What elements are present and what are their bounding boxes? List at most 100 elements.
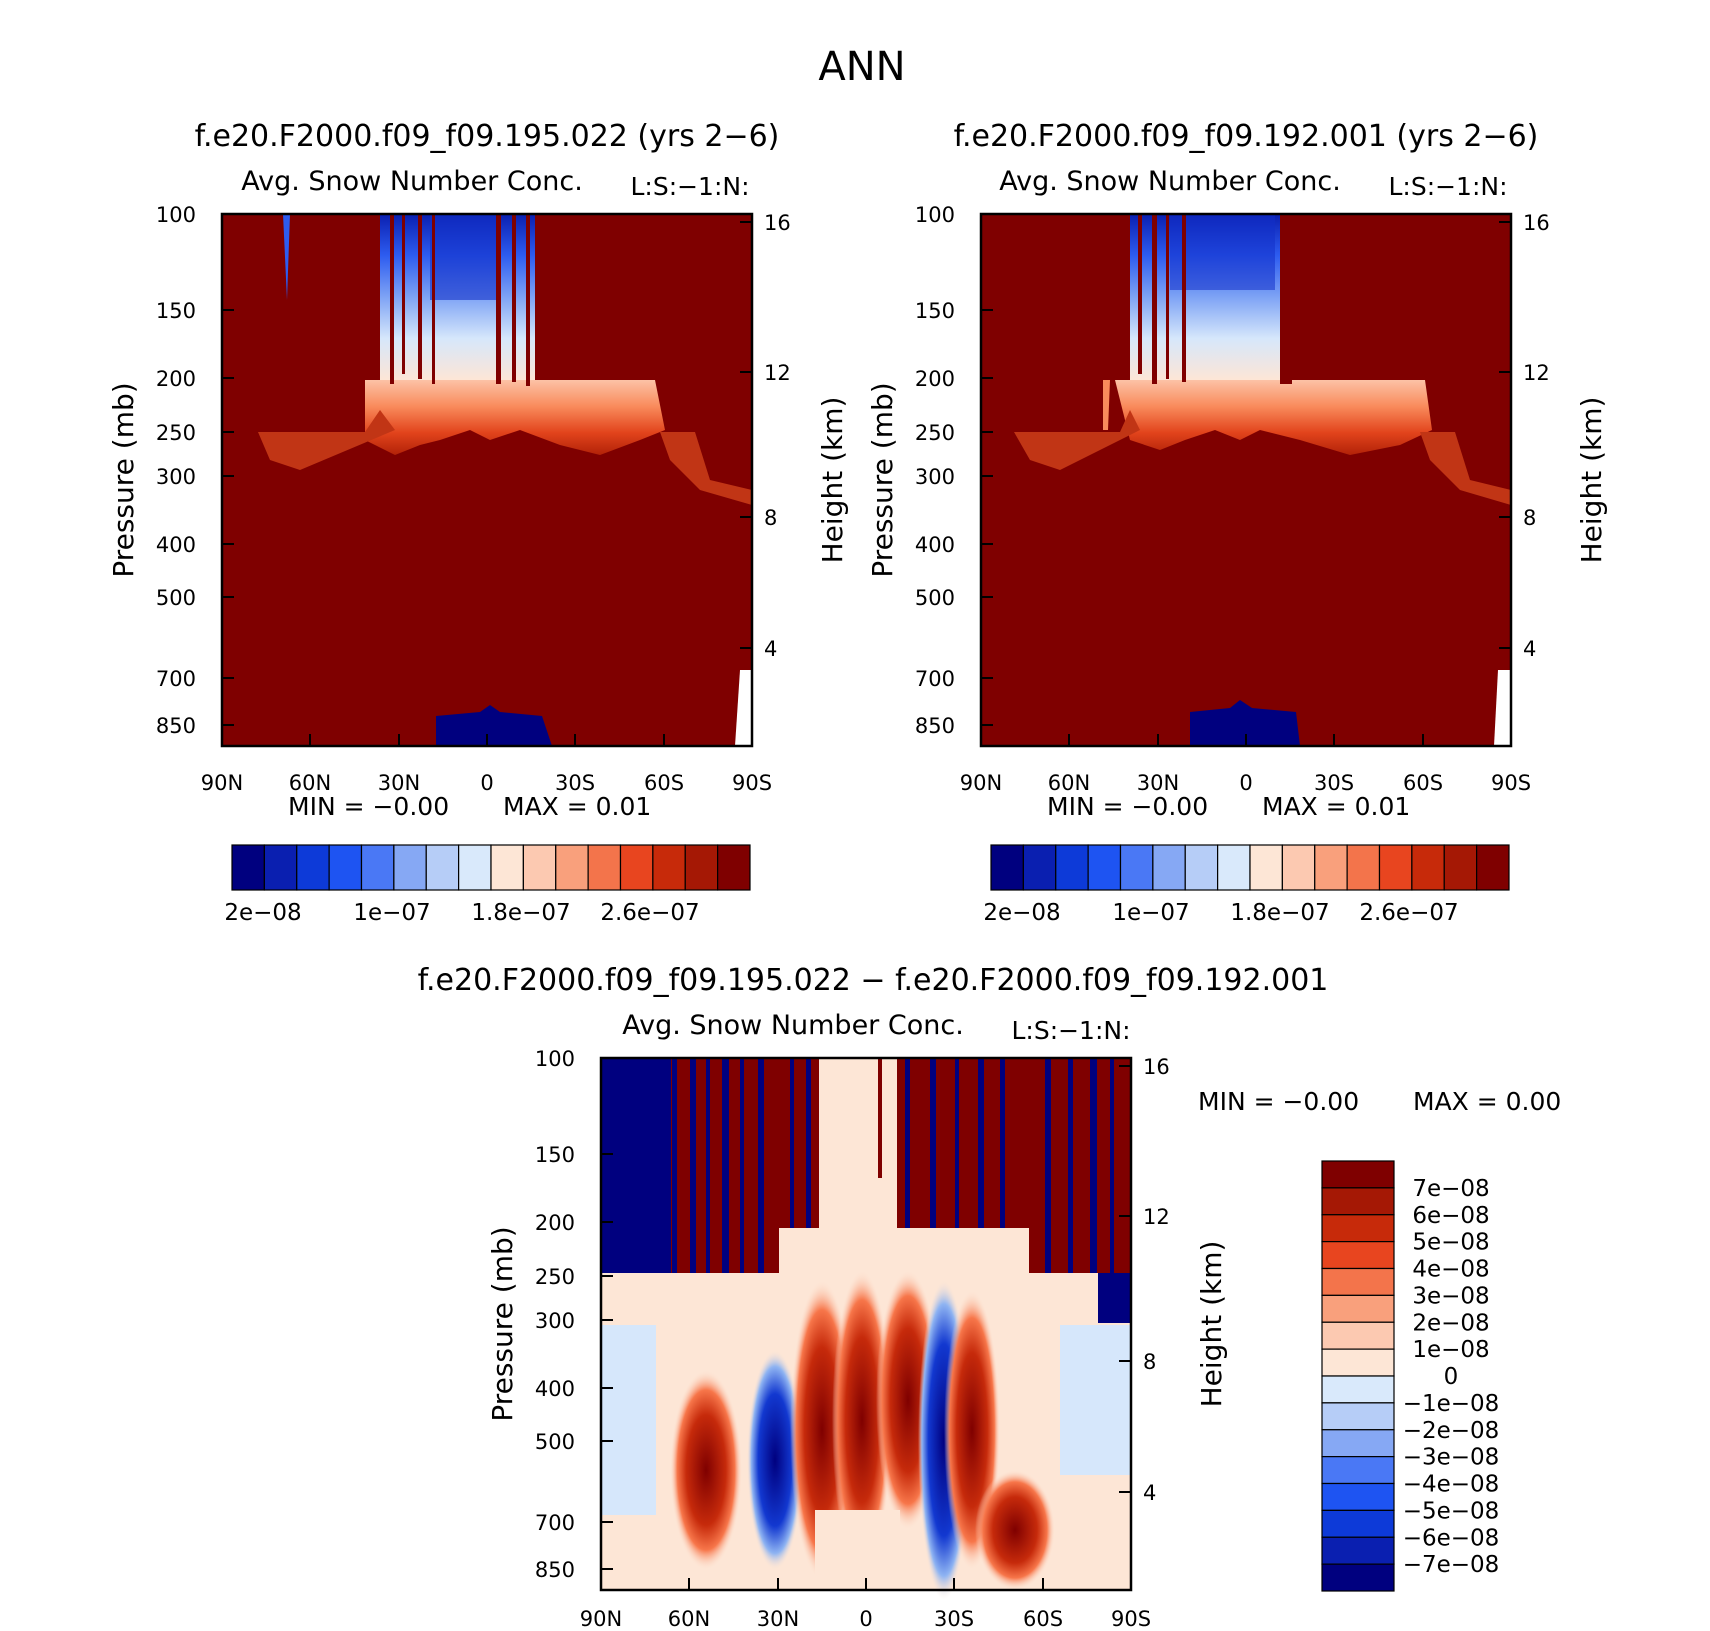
colorbar-boxes [990,844,1510,891]
panel-diff-colorbar: 7e−086e−085e−084e−083e−082e−081e−080−1e−… [1321,1160,1500,1592]
y-tick-label: 250 [535,1265,575,1289]
panel-left-contour-field [222,214,752,746]
colorbar-box [1321,1429,1395,1458]
panel-right-y2-label: Height (km) [1575,397,1608,564]
colorbar-box [1321,1214,1395,1243]
panel-diff-y2-ticks: 16 12 8 4 [1119,1055,1170,1505]
panel-diff: f.e20.F2000.f09_f09.195.022 − f.e20.F200… [418,963,1562,1631]
panel-right-y2-ticks: 16 12 8 4 [1499,211,1550,661]
colorbar-box [1346,844,1381,891]
y-tick-label: 500 [915,586,955,610]
y-tick-label: 400 [156,533,196,557]
panel-diff-contour-field [601,1058,1131,1600]
panel-left-y-label: Pressure (mb) [107,382,140,577]
y2-tick-label: 8 [764,506,777,530]
panel-diff-min: MIN = −0.00 [1198,1087,1359,1116]
colorbar-label: −6e−08 [1403,1525,1500,1551]
panel-right-colorbar: 2e−08 1e−07 1.8e−07 2.6e−07 [983,844,1510,926]
colorbar-box [1321,1375,1395,1404]
panel-right-max: MAX = 0.01 [1262,792,1410,821]
colorbar-box [1321,1348,1395,1377]
y2-tick-label: 8 [1523,506,1536,530]
colorbar-box [1321,1187,1395,1216]
x-tick-label: 0 [480,771,493,795]
colorbar-box [458,844,492,891]
colorbar-label: 1e−08 [1412,1337,1489,1363]
panel-diff-max: MAX = 0.00 [1413,1087,1561,1116]
y2-tick-label: 12 [1523,361,1550,385]
panel-right-case-title: f.e20.F2000.f09_f09.192.001 (yrs 2−6) [954,119,1539,154]
y-tick-label: 200 [535,1211,575,1235]
panel-right: f.e20.F2000.f09_f09.192.001 (yrs 2−6) Av… [866,119,1608,926]
x-tick-label: 60N [668,1607,710,1631]
colorbar-label: 2.6e−07 [600,900,699,926]
x-tick-label: 0 [1239,771,1252,795]
colorbar-box [1378,844,1413,891]
colorbar-label: 1e−07 [1112,900,1189,926]
x-tick-label: 30N [757,1607,799,1631]
y-tick-label: 400 [535,1377,575,1401]
y2-tick-label: 4 [764,637,777,661]
colorbar-label: 1e−07 [353,900,430,926]
colorbar-box [296,844,330,891]
y-tick-label: 300 [915,465,955,489]
colorbar-label: 3e−08 [1412,1283,1489,1309]
colorbar-box [1321,1536,1395,1565]
panel-right-units: L:S:−1:N: [1388,172,1507,201]
colorbar-box [490,844,524,891]
y2-tick-label: 8 [1143,1350,1156,1374]
colorbar-label: −4e−08 [1403,1472,1500,1498]
colorbar-box [1249,844,1283,891]
colorbar-label: 2.6e−07 [1359,900,1458,926]
colorbar-box [1184,844,1219,891]
y-tick-label: 100 [156,203,196,227]
colorbar-box [619,844,654,891]
colorbar-box [1022,844,1057,891]
y-tick-label: 150 [156,299,196,323]
colorbar-box [263,844,298,891]
colorbar-box [1321,1456,1395,1485]
y-tick-label: 250 [915,421,955,445]
colorbar-box [1321,1482,1395,1511]
panel-left-units: L:S:−1:N: [630,172,749,201]
y-tick-label: 850 [915,714,955,738]
panel-right-var-title: Avg. Snow Number Conc. [999,166,1341,197]
colorbar-label: 2e−08 [1412,1310,1489,1336]
x-tick-label: 60S [644,771,684,795]
colorbar-box [1411,844,1445,891]
panel-diff-units: L:S:−1:N: [1011,1016,1130,1045]
panel-left-x-ticks: 90N 60N 30N 0 30S 60S 90S [201,734,772,795]
colorbar-boxes [231,844,751,891]
x-tick-label: 90N [960,771,1002,795]
y-tick-label: 200 [156,367,196,391]
panel-right-axes: 90N 60N 30N 0 30S 60S 90S 100 150 [866,203,1608,795]
x-tick-label: 30S [934,1607,974,1631]
colorbar-box [360,844,395,891]
colorbar-box [1321,1402,1395,1431]
colorbar-box [328,844,363,891]
colorbar-label: −2e−08 [1403,1418,1500,1444]
panel-left-var-title: Avg. Snow Number Conc. [241,166,583,197]
colorbar-box [1152,844,1186,891]
panel-right-y-label: Pressure (mb) [866,382,899,577]
y-tick-label: 700 [156,667,196,691]
colorbar-box [425,844,460,891]
panel-left: f.e20.F2000.f09_f09.195.022 (yrs 2−6) Av… [107,119,849,926]
colorbar-box [1281,844,1316,891]
colorbar-label: 5e−08 [1412,1230,1489,1256]
y2-tick-label: 4 [1523,637,1536,661]
x-tick-label: 60N [289,771,331,795]
panel-left-max: MAX = 0.01 [503,792,651,821]
colorbar-box [1321,1241,1395,1270]
colorbar-box [231,844,265,891]
colorbar-box [587,844,622,891]
panel-left-colorbar: 2e−08 1e−07 1.8e−07 2.6e−07 [224,844,751,926]
x-tick-label: 90S [1491,771,1531,795]
colorbar-label: −3e−08 [1403,1445,1500,1471]
panel-diff-x-ticks: 90N 60N 30N 0 30S 60S 90S [580,1578,1151,1631]
colorbar-label: 0 [1444,1364,1459,1390]
panel-diff-y-label: Pressure (mb) [486,1226,519,1421]
x-tick-label: 0 [859,1607,872,1631]
x-tick-label: 30N [378,771,420,795]
panel-right-y-ticks: 100 150 200 250 300 400 500 700 850 [915,203,993,738]
